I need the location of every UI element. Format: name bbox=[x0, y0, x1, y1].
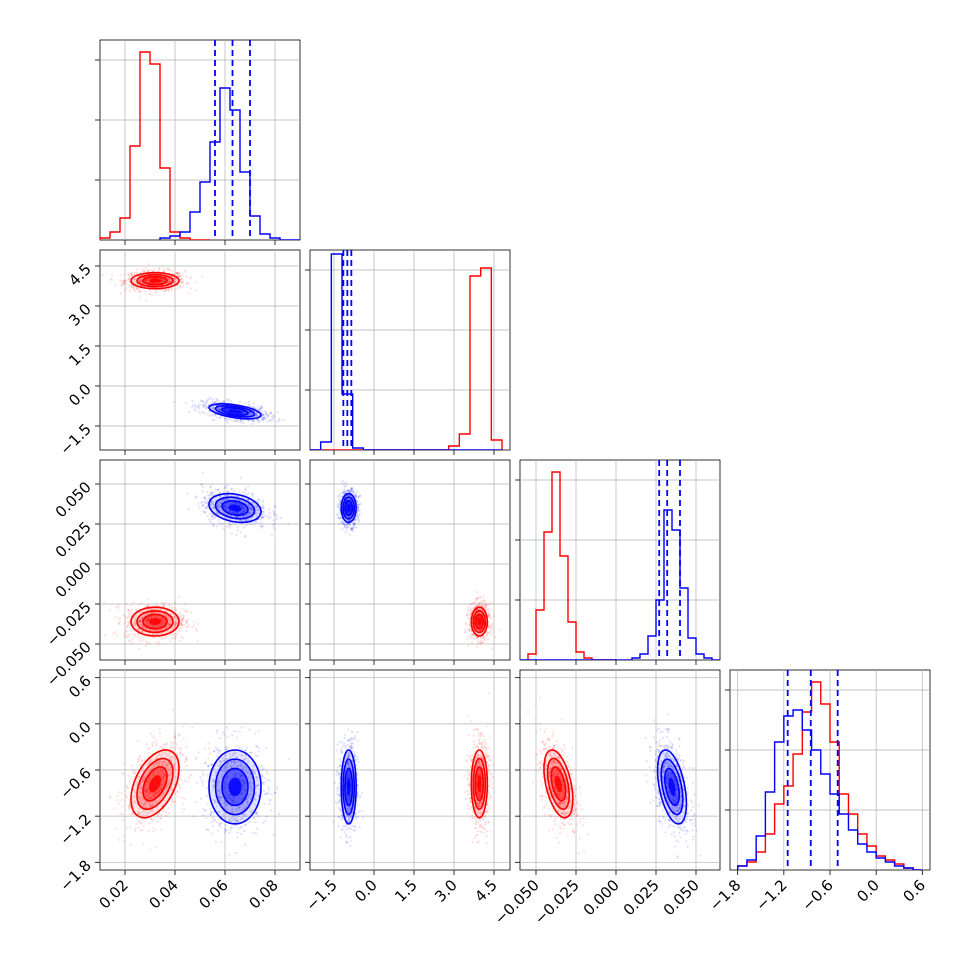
x-tick-label: −1.2 bbox=[752, 876, 790, 914]
y-tick-label: −1.2 bbox=[56, 810, 94, 848]
panel-frame bbox=[519, 459, 721, 661]
x-tick-label: −1.5 bbox=[302, 876, 340, 914]
blue-histogram-0 bbox=[159, 87, 300, 240]
blue-contour bbox=[228, 504, 242, 512]
y-tick-label: 3.0 bbox=[65, 300, 95, 330]
x-tick-label: −0.6 bbox=[798, 876, 836, 914]
y-tick-label: 0.000 bbox=[52, 558, 95, 601]
blue-contour bbox=[668, 777, 676, 797]
panel-3-0: 0.02 0.04 0.06 0.08 −1.8 −1.2 −0.6 0.0 0.6 bbox=[56, 669, 301, 912]
y-tick-label: 0.0 bbox=[65, 718, 95, 748]
panel-1-1 bbox=[305, 249, 511, 455]
x-tick-label: 0.0 bbox=[351, 876, 381, 906]
panel-3-3: −1.8 −1.2 −0.6 0.0 0.6 bbox=[706, 669, 931, 915]
x-tick-label: 0.6 bbox=[900, 876, 930, 906]
red-histogram-1 bbox=[310, 267, 503, 450]
x-tick-label: 3.0 bbox=[431, 876, 461, 906]
y-tick-label: 4.5 bbox=[65, 260, 95, 290]
panel-2-1 bbox=[305, 459, 511, 665]
x-tick-label: 1.5 bbox=[391, 876, 421, 906]
x-tick-label: −1.8 bbox=[706, 876, 744, 914]
x-tick-label: 0.04 bbox=[145, 876, 181, 912]
red-contour bbox=[477, 617, 482, 626]
y-tick-label: 1.5 bbox=[65, 340, 95, 370]
x-tick-label: 0.000 bbox=[580, 876, 623, 919]
x-tick-label: −0.025 bbox=[531, 876, 583, 928]
red-histogram-0 bbox=[100, 51, 210, 240]
y-tick-label: 0.050 bbox=[52, 478, 95, 521]
x-tick-label: 0.025 bbox=[620, 876, 663, 919]
red-contour bbox=[148, 775, 161, 793]
red-contour bbox=[477, 775, 482, 793]
x-tick-label: 0.08 bbox=[245, 876, 281, 912]
red-contour bbox=[149, 278, 161, 283]
red-contour bbox=[149, 618, 161, 626]
x-tick-label: 4.5 bbox=[471, 876, 501, 906]
red-histogram-3 bbox=[736, 681, 923, 870]
blue-histogram-1 bbox=[310, 253, 502, 450]
y-tick-label: −1.8 bbox=[56, 856, 94, 894]
panel-frame bbox=[309, 249, 511, 451]
x-tick-label: 0.0 bbox=[853, 876, 883, 906]
panel-3-1: −1.5 0.0 1.5 3.0 4.5 bbox=[302, 669, 511, 915]
panel-0-0 bbox=[95, 39, 301, 245]
blue-histogram-2 bbox=[520, 509, 720, 660]
y-tick-label: 0.025 bbox=[52, 518, 95, 561]
blue-contour bbox=[228, 777, 242, 797]
panel-1-0: −1.5 0.0 1.5 3.0 4.5 bbox=[56, 249, 301, 459]
y-tick-label: −1.5 bbox=[56, 420, 94, 458]
panel-2-2 bbox=[515, 459, 721, 665]
x-tick-label: 0.02 bbox=[95, 876, 131, 912]
x-tick-label: 0.050 bbox=[660, 876, 703, 919]
y-tick-label: −0.025 bbox=[43, 598, 95, 650]
blue-contour bbox=[346, 777, 351, 797]
y-tick-label: 0.0 bbox=[65, 380, 95, 410]
y-tick-label: 0.6 bbox=[65, 672, 95, 702]
y-tick-label: −0.6 bbox=[56, 764, 94, 802]
x-tick-label: 0.06 bbox=[195, 876, 231, 912]
red-contour bbox=[554, 775, 563, 793]
blue-contour bbox=[346, 504, 351, 512]
blue-histogram-3 bbox=[736, 709, 923, 870]
panel-frame bbox=[99, 459, 301, 661]
